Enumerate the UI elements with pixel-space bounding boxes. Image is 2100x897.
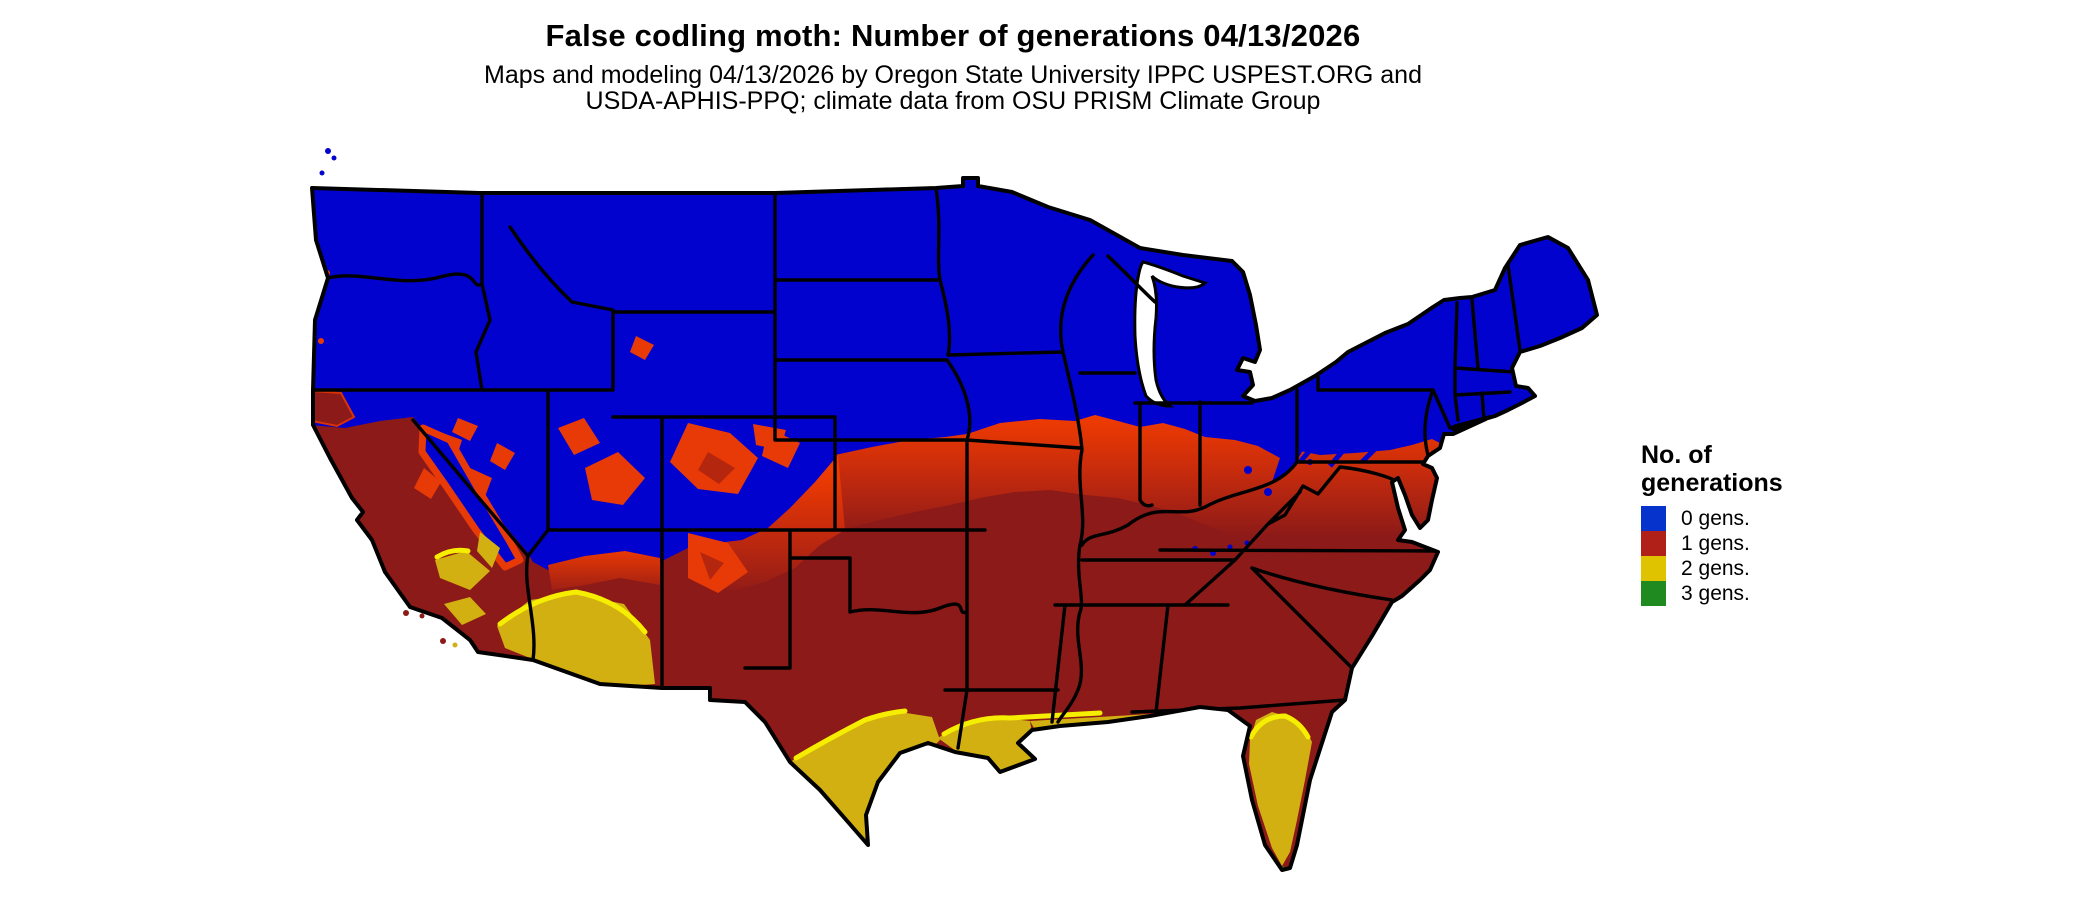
legend-swatch-3-gens (1641, 581, 1666, 606)
legend-title-line-1: No. of (1641, 441, 1712, 469)
region-oregon-coast-red (312, 389, 356, 428)
legend-label-0-gens: 0 gens. (1681, 506, 1750, 530)
transition-band-east (835, 415, 1462, 550)
region-two-gens (435, 532, 1312, 866)
subtitle-line-2: USDA-APHIS-PPQ; climate data from OSU PR… (585, 87, 1321, 115)
legend-swatch-2-gens (1641, 556, 1666, 581)
legend-label-1-gens: 1 gens. (1681, 531, 1750, 555)
legend-title-line-2: generations (1641, 469, 1783, 497)
legend-swatch-1-gens (1641, 531, 1666, 556)
legend-item-2-gens: 2 gens. (1641, 556, 1881, 581)
page-title: False codling moth: Number of generation… (545, 18, 1361, 53)
legend-label-2-gens: 2 gens. (1681, 556, 1750, 580)
offshore-islands (319, 148, 458, 648)
legend-item-1-gens: 1 gens. (1641, 531, 1881, 556)
legend-item-3-gens: 3 gens. (1641, 581, 1881, 606)
two-gens-bright-fringes (434, 547, 1311, 761)
mountain-dark-cores (698, 452, 735, 580)
legend-items: 0 gens. 1 gens. 2 gens. 3 gens. (1641, 506, 1881, 606)
mountain-orange-patches (318, 270, 800, 593)
legend-item-0-gens: 0 gens. (1641, 506, 1881, 531)
region-sierra-blue (418, 424, 524, 571)
state-borders (312, 186, 1522, 750)
subtitle-line-1: Maps and modeling 04/13/2026 by Oregon S… (484, 61, 1422, 89)
legend-swatch-0-gens (1641, 506, 1666, 531)
legend-label-3-gens: 3 gens. (1681, 581, 1750, 605)
transition-band-arizona (548, 551, 660, 590)
legend-title: No. of generations (1641, 441, 1881, 497)
legend: No. of generations 0 gens. 1 gens. 2 gen… (1641, 441, 1881, 606)
